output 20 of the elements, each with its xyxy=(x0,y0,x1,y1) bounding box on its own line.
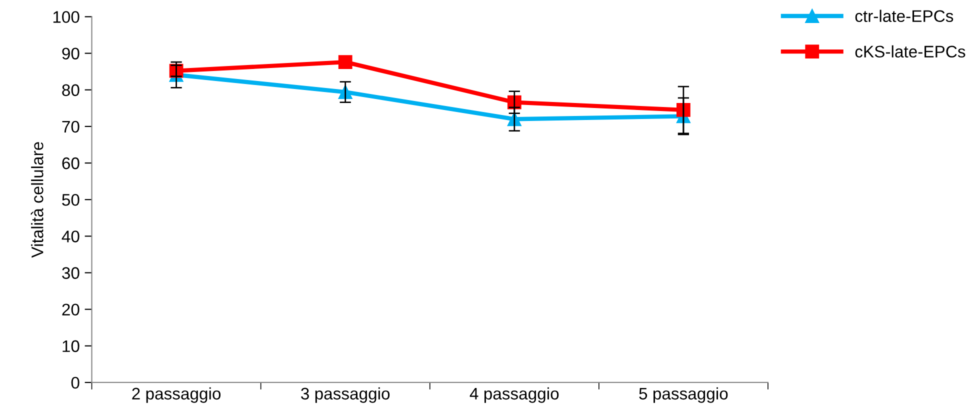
x-tick-label: 4 passaggio xyxy=(470,387,559,403)
y-tick-label: 20 xyxy=(62,304,80,316)
legend-label: cKS-late-EPCs xyxy=(855,45,966,58)
y-tick-label: 80 xyxy=(62,84,80,96)
point xyxy=(676,103,690,117)
y-tick-label: 100 xyxy=(53,11,80,23)
x-tick-label: 3 passaggio xyxy=(301,387,390,403)
y-tick-label: 0 xyxy=(71,376,80,389)
legend-label: ctr-late-EPCs xyxy=(855,10,954,22)
y-tick-label: 10 xyxy=(62,340,80,352)
y-tick-label: 90 xyxy=(62,48,80,60)
x-tick-label: 5 passaggio xyxy=(639,387,728,403)
y-tick-label: 60 xyxy=(62,157,80,170)
y-tick-label: 70 xyxy=(62,120,80,133)
point xyxy=(338,55,352,70)
y-tick-label: 40 xyxy=(62,230,80,242)
y-tick-label: 30 xyxy=(62,267,80,279)
y-axis-title: Vitalità cellulare xyxy=(30,142,44,258)
y-tick-label: 50 xyxy=(62,194,80,206)
x-tick-label: 2 passaggio xyxy=(132,387,221,403)
